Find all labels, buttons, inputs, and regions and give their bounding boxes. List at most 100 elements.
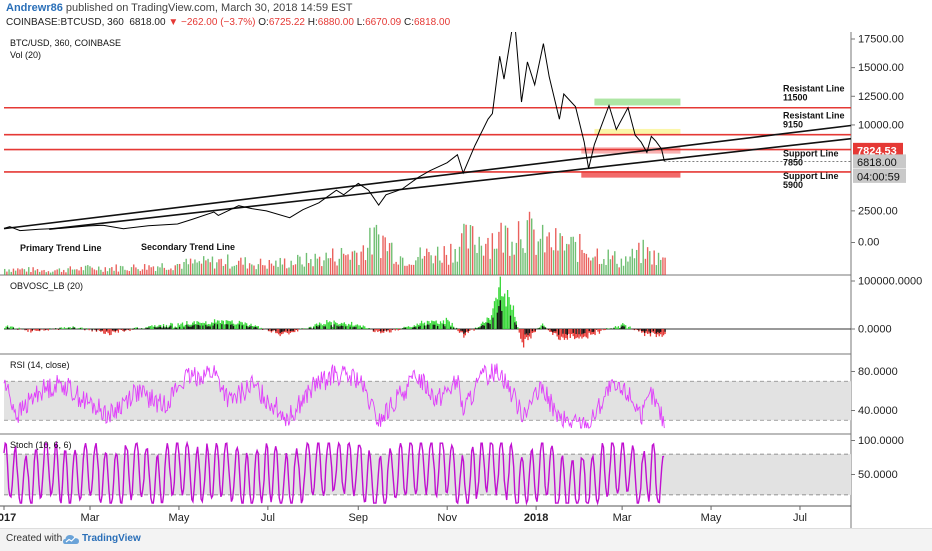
obv-bar: [546, 329, 547, 330]
obv-bar-core: [463, 329, 464, 334]
volume-bar: [334, 261, 335, 275]
obv-bar-core: [112, 329, 113, 330]
obv-bar: [236, 324, 237, 329]
volume-bar: [439, 261, 440, 275]
obv-bar: [382, 329, 383, 333]
volume-bar: [468, 249, 469, 275]
volume-bar: [640, 263, 641, 275]
author-line: Andrewr86 published on TradingView.com, …: [6, 2, 353, 14]
close-label: C:: [404, 17, 414, 28]
obv-bar: [360, 326, 361, 329]
chart-header: Andrewr86 published on TradingView.com, …: [0, 0, 932, 32]
obv-bar: [245, 322, 246, 329]
volume-bar: [218, 259, 219, 275]
obv-bar: [485, 322, 486, 329]
volume-bar: [59, 268, 60, 275]
obv-bar-core: [428, 325, 429, 329]
volume-bar: [610, 259, 611, 275]
volume-bar: [253, 266, 254, 275]
obv-bar-core: [545, 328, 546, 329]
obv-bar-core: [355, 327, 356, 329]
obv-bar-core: [287, 329, 288, 331]
obv-bar: [494, 301, 495, 329]
volume-bar: [26, 272, 27, 275]
obv-bar-core: [192, 325, 193, 329]
volume-bar: [354, 251, 355, 275]
obv-bar-core: [336, 326, 337, 329]
obv-bar-core: [188, 327, 189, 329]
obv-bar-core: [450, 327, 451, 329]
obv-bar: [447, 320, 448, 329]
obv-bar-core: [124, 329, 125, 331]
volume-bar: [387, 251, 388, 275]
volume-bar: [356, 253, 357, 275]
obv-bar: [422, 323, 423, 329]
volume-bar: [378, 234, 379, 275]
volume-bar: [533, 230, 534, 275]
volume-bar: [179, 264, 180, 275]
obv-bar-core: [584, 329, 585, 333]
obv-bar-core: [272, 329, 273, 330]
obv-bar-core: [492, 318, 493, 329]
volume-bar: [308, 263, 309, 275]
obv-bar: [438, 324, 439, 329]
obv-bar: [519, 329, 520, 333]
volume-bar: [570, 237, 571, 275]
obv-bar: [513, 305, 514, 329]
volume-bar: [201, 264, 202, 275]
volume-bar: [575, 242, 576, 275]
volume-bar: [220, 259, 221, 275]
volume-bar: [83, 270, 84, 275]
obv-bar: [220, 323, 221, 329]
volume-bar: [496, 249, 497, 275]
volume-bar: [656, 265, 657, 275]
volume-bar: [369, 228, 370, 275]
volume-bar: [315, 254, 316, 275]
obv-bar: [5, 326, 6, 329]
volume-bar: [605, 265, 606, 275]
obv-bar-core: [581, 329, 582, 334]
obv-bar: [347, 326, 348, 329]
x-tick-label: May: [701, 512, 722, 524]
volume-bar: [481, 246, 482, 275]
obv-bar: [348, 324, 349, 329]
price-badge-label: 04:00:59: [857, 171, 900, 183]
volume-bar: [625, 256, 626, 275]
volume-bar: [623, 266, 624, 275]
obv-bar: [440, 321, 441, 329]
obv-bar: [559, 329, 560, 340]
obv-bar-core: [532, 329, 533, 331]
author-link[interactable]: Andrewr86: [6, 2, 63, 14]
obv-bar-core: [32, 329, 33, 330]
obv-bar-core: [456, 328, 457, 329]
obv-bar-core: [453, 328, 454, 329]
obv-bar: [599, 329, 600, 334]
obv-bar: [640, 329, 641, 330]
obv-bar-core: [268, 329, 269, 330]
volume-bar: [398, 265, 399, 275]
volume-bar: [341, 248, 342, 275]
footer-brand[interactable]: TradingView: [82, 533, 141, 544]
volume-bar: [286, 268, 287, 275]
obv-bar-core: [341, 326, 342, 329]
obv-bar-core: [128, 329, 129, 330]
volume-bar: [72, 270, 73, 275]
volume-bar: [389, 243, 390, 275]
obv-bar: [48, 329, 49, 331]
obv-bar-core: [167, 328, 168, 329]
volume-bar: [347, 254, 348, 275]
obv-bar-core: [403, 328, 404, 329]
volume-bar: [643, 240, 644, 275]
obv-bar: [224, 324, 225, 329]
volume-bar: [225, 264, 226, 275]
obv-bar: [173, 328, 174, 329]
volume-bar: [374, 227, 375, 275]
volume-bar: [583, 253, 584, 275]
low-value: 6670.09: [365, 17, 401, 28]
obv-bar: [62, 328, 63, 329]
volume-bar: [664, 258, 665, 275]
volume-bar: [46, 272, 47, 275]
volume-bar: [531, 219, 532, 275]
obv-bar: [78, 328, 79, 329]
